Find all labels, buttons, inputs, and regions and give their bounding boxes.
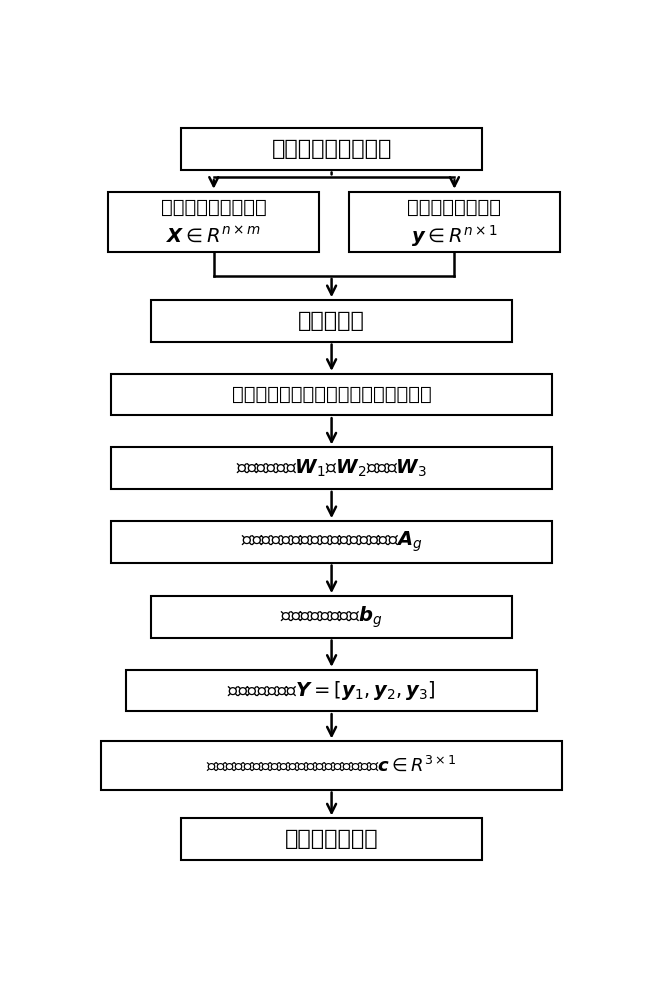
Text: 产品质量指标数据: 产品质量指标数据 (408, 198, 501, 217)
Text: 求解特征值问题以得到投影变换矩阵$\boldsymbol{A}_g$: 求解特征值问题以得到投影变换矩阵$\boldsymbol{A}_g$ (241, 530, 422, 554)
Text: 生产过程历史数据库: 生产过程历史数据库 (271, 139, 392, 159)
Bar (181, 818, 482, 860)
Text: 组建新输入数据$\boldsymbol{Y}=[\boldsymbol{y}_1,\boldsymbol{y}_2,\boldsymbol{y}_3]$: 组建新输入数据$\boldsymbol{Y}=[\boldsymbol{y}_1… (227, 679, 436, 702)
Text: 计算回归系数向量$\boldsymbol{b}_g$: 计算回归系数向量$\boldsymbol{b}_g$ (280, 604, 383, 630)
Text: $\boldsymbol{X}\in R^{n\times m}$: $\boldsymbol{X}\in R^{n\times m}$ (166, 226, 261, 246)
Text: 实施在线软测量: 实施在线软测量 (285, 829, 378, 849)
Bar (101, 741, 562, 790)
Text: 利用偏最小二乘回归算法得到回归系数向量$\boldsymbol{c}\in R^{3\times 1}$: 利用偏最小二乘回归算法得到回归系数向量$\boldsymbol{c}\in R^… (206, 756, 457, 775)
Text: 搜寻距离近邻、时间近邻、和角度近邻: 搜寻距离近邻、时间近邻、和角度近邻 (232, 385, 432, 404)
Bar (126, 670, 537, 711)
Bar (181, 128, 482, 170)
Text: 构造系数矩阵$\boldsymbol{W}_1$、$\boldsymbol{W}_2$、以及$\boldsymbol{W}_3$: 构造系数矩阵$\boldsymbol{W}_1$、$\boldsymbol{W}… (236, 458, 427, 479)
Text: 易测量变量数据矩阵: 易测量变量数据矩阵 (161, 198, 267, 217)
Text: $\boldsymbol{y}\in R^{n\times 1}$: $\boldsymbol{y}\in R^{n\times 1}$ (411, 223, 498, 249)
Bar (111, 374, 553, 415)
Bar (109, 192, 319, 252)
Bar (111, 521, 553, 563)
Bar (349, 192, 560, 252)
Bar (151, 596, 512, 638)
Bar (111, 447, 553, 489)
Bar (151, 300, 512, 342)
Text: 标准化处理: 标准化处理 (298, 311, 365, 331)
